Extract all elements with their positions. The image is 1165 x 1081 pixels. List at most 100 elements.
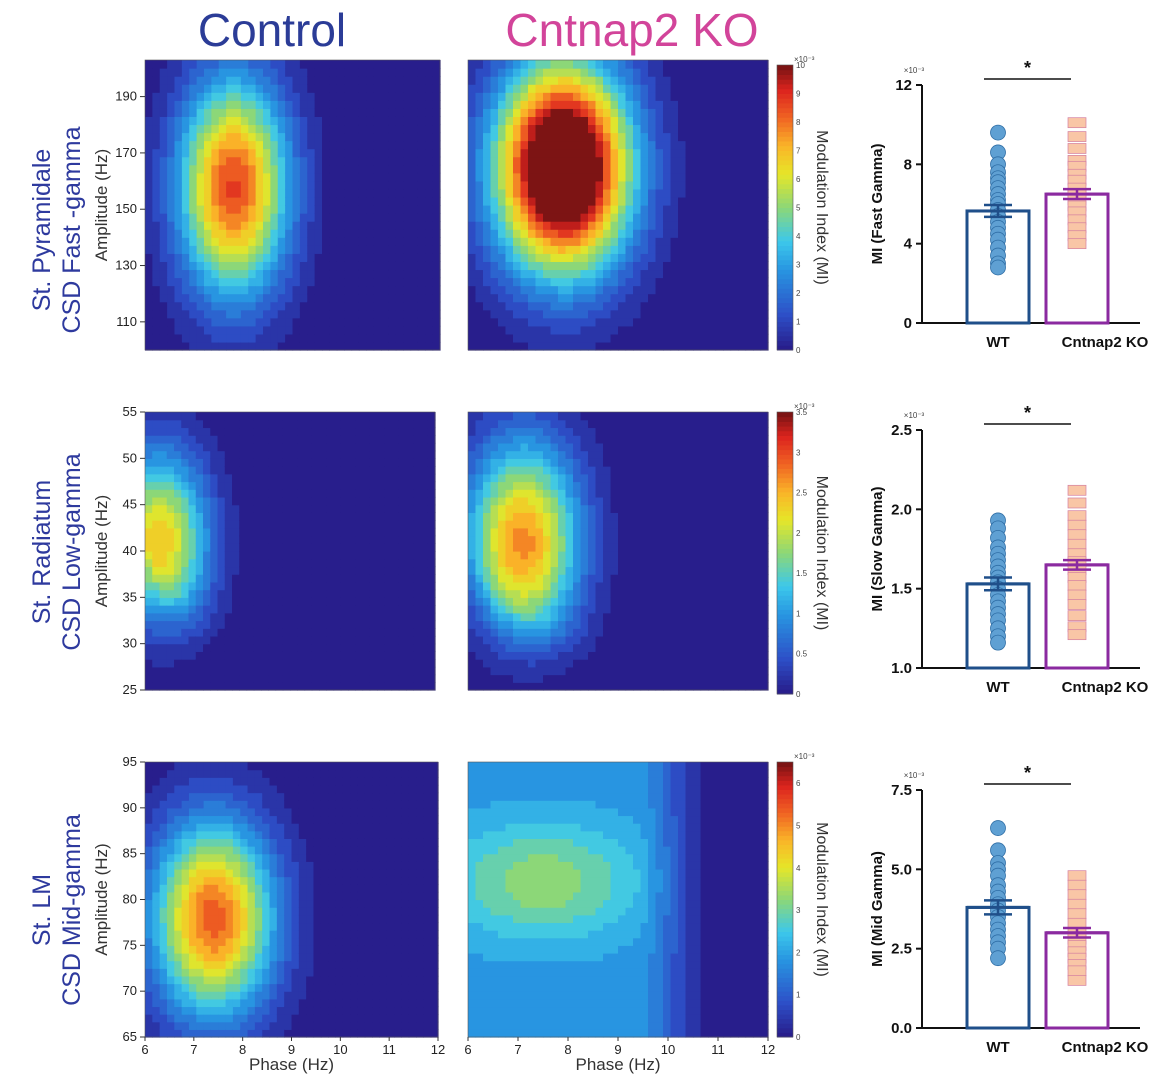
colorbar-tick-label: 8 (796, 118, 801, 127)
heatmap-cell (513, 302, 521, 311)
heatmap-cell (746, 100, 754, 109)
heatmap-cell (167, 559, 175, 567)
heatmap-cell (355, 682, 363, 690)
heatmap-cell (319, 605, 327, 613)
heatmap-cell (476, 489, 484, 497)
heatmap-cell (648, 181, 656, 190)
heatmap-cell (433, 278, 441, 287)
heatmap-cell (543, 435, 551, 443)
heatmap-cell (270, 245, 278, 254)
heatmap-cell (337, 76, 345, 85)
heatmap-cell (483, 133, 491, 142)
heatmap-cell (708, 100, 716, 109)
heatmap-cell (278, 342, 286, 351)
heatmap-cell (226, 108, 234, 117)
heatmap-cell (406, 636, 414, 644)
heatmap-cell (196, 636, 204, 644)
heatmap-cell (761, 189, 769, 198)
heatmap-cell (234, 124, 242, 133)
heatmap-cell (633, 221, 641, 230)
heatmap-cell (322, 302, 330, 311)
heatmap-cell (476, 543, 484, 551)
heatmap-cell (285, 76, 293, 85)
heatmap-cell (498, 334, 506, 343)
heatmap-cell (633, 229, 641, 238)
heatmap-cell (160, 505, 168, 513)
heatmap-cell (536, 197, 544, 206)
heatmap-cell (433, 173, 441, 182)
heatmap-cell (483, 253, 491, 262)
heatmap-cell (337, 334, 345, 343)
heatmap-cell (468, 302, 476, 311)
heatmap-cell (341, 497, 349, 505)
heatmap-cell (196, 613, 204, 621)
heatmap-cell (326, 582, 334, 590)
heatmap-cell (558, 237, 566, 246)
heatmap-cell (723, 253, 731, 262)
heatmap-cell (413, 605, 421, 613)
heatmap-cell (337, 229, 345, 238)
heatmap-cell (300, 326, 308, 335)
heatmap-cell (341, 551, 349, 559)
heatmap-cell (263, 165, 271, 174)
heatmap-cell (241, 100, 249, 109)
heatmap-cell (203, 412, 211, 420)
heatmap-cell (425, 302, 433, 311)
heatmap-cell (513, 443, 521, 451)
heatmap-cell (603, 278, 611, 287)
heatmap-cell (641, 261, 649, 270)
heatmap-cell (566, 269, 574, 278)
heatmap-cell (226, 326, 234, 335)
heatmap-cell (145, 237, 153, 246)
heatmap-cell (247, 451, 255, 459)
heatmap-cell (528, 326, 536, 335)
heatmap-cell (381, 60, 389, 69)
heatmap-cell (513, 474, 521, 482)
heatmap-cell (746, 294, 754, 303)
colorbar-tick-label: 3 (796, 448, 801, 457)
heatmap-cell (293, 269, 301, 278)
heatmap-cell (234, 269, 242, 278)
heatmap-cell (513, 197, 521, 206)
heatmap-cell (618, 261, 626, 270)
heatmap-cell (611, 141, 619, 150)
heatmap-cell (656, 253, 664, 262)
heatmap-cell (476, 213, 484, 222)
heatmap-cell (513, 278, 521, 287)
heatmap-cell (366, 302, 374, 311)
heatmap-cell (403, 294, 411, 303)
heatmap-cell (197, 302, 205, 311)
heatmap-cell (633, 237, 641, 246)
heatmap-cell (506, 197, 514, 206)
heatmap-cell (761, 318, 769, 327)
heatmap-cell (167, 286, 175, 295)
heatmap-cell (558, 644, 566, 652)
heatmap-cell (167, 489, 175, 497)
heatmap-cell (312, 451, 320, 459)
heatmap-cell (175, 173, 183, 182)
heatmap-cell (268, 505, 276, 513)
heatmap-cell (290, 659, 298, 667)
colorbar-segment (777, 189, 793, 194)
heatmap-cell (498, 574, 506, 582)
heatmap-cell (693, 221, 701, 230)
heatmap-cell (218, 443, 226, 451)
heatmap-cell (671, 157, 679, 166)
heatmap-cell (558, 205, 566, 214)
heatmap-cell (476, 310, 484, 319)
heatmap-cell (363, 412, 371, 420)
heatmap-cell (603, 326, 611, 335)
heatmap-cell (152, 528, 160, 536)
heatmap-cell (182, 133, 190, 142)
heatmap-cell (396, 318, 404, 327)
heatmap-cell (211, 189, 219, 198)
heatmap-cell (261, 659, 269, 667)
heatmap-cell (428, 597, 436, 605)
heatmap-cell (551, 294, 559, 303)
heatmap-cell (476, 590, 484, 598)
heatmap-cell (196, 412, 204, 420)
heatmap-cell (234, 213, 242, 222)
heatmap-cell (716, 342, 724, 351)
heatmap-cell (307, 100, 315, 109)
heatmap-cell (300, 60, 308, 69)
